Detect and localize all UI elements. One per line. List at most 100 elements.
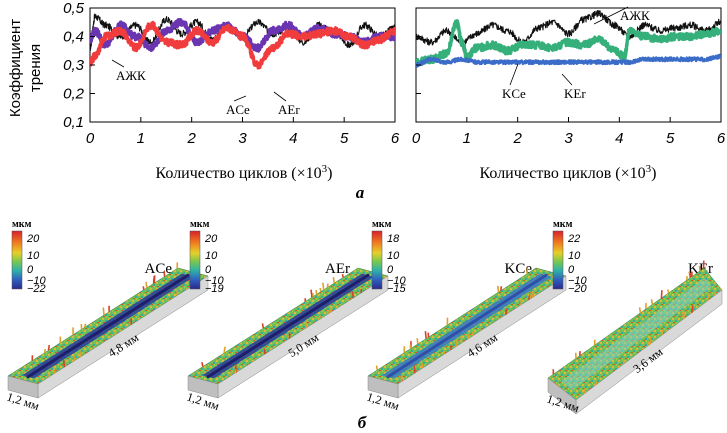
annotation-leader xyxy=(509,63,519,86)
y-tick-label: 0,1 xyxy=(63,114,84,131)
surface-peak xyxy=(528,294,531,301)
surface-peak xyxy=(504,308,508,315)
series-annotation: ACe xyxy=(226,102,250,117)
friction-panel: Коэффициент трения 0 1 2 3 4 5 6 0,1 0,2 0,3 0,4 0,… xyxy=(7,0,726,202)
colorbar-unit: мкм xyxy=(190,219,210,230)
colorbar xyxy=(11,230,23,290)
left-x-axis-title: Количество циклов (×103) xyxy=(156,163,333,182)
y-tick-label: 0,4 xyxy=(63,29,84,46)
surface-peak xyxy=(714,291,717,296)
colorbar-tick: 10 xyxy=(568,250,581,262)
surface-peak xyxy=(230,371,233,376)
surface-peak xyxy=(649,336,652,345)
colorbar-tick: 22 xyxy=(567,233,580,245)
surface-peak xyxy=(351,291,355,299)
surface-peak xyxy=(79,350,82,357)
panel-label-b: б xyxy=(358,413,368,432)
surface-peak xyxy=(263,348,266,355)
surface-peak xyxy=(102,307,105,316)
x-tick-label: 6 xyxy=(717,130,726,147)
x-tick-label: 2 xyxy=(186,130,196,147)
surface-end xyxy=(547,377,577,415)
y-axis-title-line1: Коэффициент xyxy=(7,19,24,117)
surface-end xyxy=(7,375,39,399)
surface-peak xyxy=(332,276,336,284)
colorbar-tick: −15 xyxy=(387,283,407,295)
x-tick-label: 5 xyxy=(340,130,349,147)
surface-peak xyxy=(667,289,670,294)
surface-peak xyxy=(578,351,582,356)
surface-peak xyxy=(47,344,51,351)
colorbar-tick: 10 xyxy=(27,250,40,262)
colorbar-tick: −20 xyxy=(568,283,588,295)
sample-name: KCe xyxy=(505,261,533,277)
x-tick-label: 1 xyxy=(463,130,471,147)
surface-peak xyxy=(43,348,46,353)
surface-peak xyxy=(83,323,87,328)
wear-track-center xyxy=(386,273,548,379)
x-tick-label: 0 xyxy=(412,130,421,147)
surface-peak xyxy=(500,286,503,291)
annotation-leader xyxy=(111,59,125,68)
surface-peak xyxy=(375,365,379,371)
surface-peak xyxy=(455,339,458,347)
series-line-1-1 xyxy=(416,19,721,66)
colorbar-tick: 0 xyxy=(568,264,575,276)
colorbar xyxy=(189,230,201,290)
x-tick-label: 5 xyxy=(666,130,675,147)
colorbar-tick: 10 xyxy=(387,250,400,262)
annotation-leader xyxy=(593,6,629,25)
surface-peak xyxy=(467,334,470,340)
x-tick-label: 0 xyxy=(86,130,95,147)
x-tick-label: 3 xyxy=(564,130,573,147)
colorbar-tick: −10 xyxy=(205,275,225,287)
surface-peak xyxy=(310,289,313,298)
surface-peak xyxy=(691,305,694,313)
colorbar-tick: −10 xyxy=(27,275,47,287)
surface-peak xyxy=(660,290,663,299)
surface-peak xyxy=(201,362,204,367)
surface-peak xyxy=(416,338,419,345)
colorbar-tick: 0 xyxy=(205,264,212,276)
x-tick-label: 4 xyxy=(289,130,297,147)
x-tick-label: 3 xyxy=(238,130,247,147)
colorbar-tick: 0 xyxy=(387,264,394,276)
colorbar-tick: 20 xyxy=(26,233,40,245)
wear-track-center xyxy=(26,273,190,379)
surface-peak xyxy=(261,323,265,329)
surface-peak xyxy=(329,308,333,313)
surface-peak xyxy=(73,355,76,361)
surface-peak xyxy=(145,281,148,288)
colorbar-unit: мкм xyxy=(12,219,32,230)
y-tick-label: 0,2 xyxy=(63,86,85,103)
surface-peak xyxy=(319,287,322,292)
surface-peak xyxy=(114,331,117,336)
surface-end xyxy=(187,375,219,399)
surface-peak xyxy=(583,388,586,394)
colorbar-tick: 0 xyxy=(27,264,34,276)
colorbar-tick: −10 xyxy=(387,275,407,287)
surface-peak xyxy=(424,331,427,339)
x-tick-label: 2 xyxy=(512,130,522,147)
annotation-leader xyxy=(561,73,573,86)
surface-peak xyxy=(689,272,692,278)
colorbar-tick: 10 xyxy=(205,250,218,262)
right-plot-frame xyxy=(415,7,722,123)
surface-peak xyxy=(62,359,66,368)
colorbar xyxy=(552,230,564,290)
x-tick-label: 4 xyxy=(615,130,623,147)
surface-peak xyxy=(638,307,642,313)
surface-peak xyxy=(341,274,344,278)
series-annotation: АЖК xyxy=(620,8,650,23)
surface-peak xyxy=(650,299,654,305)
annotation-leader xyxy=(233,95,247,102)
colorbar-tick: −19 xyxy=(205,283,224,295)
wear-track xyxy=(561,277,713,391)
surface-end xyxy=(367,375,399,399)
colorbar-tick: −10 xyxy=(568,275,588,287)
surface-peak xyxy=(400,375,403,383)
right-x-axis-title: Количество циклов (×103) xyxy=(480,163,657,182)
